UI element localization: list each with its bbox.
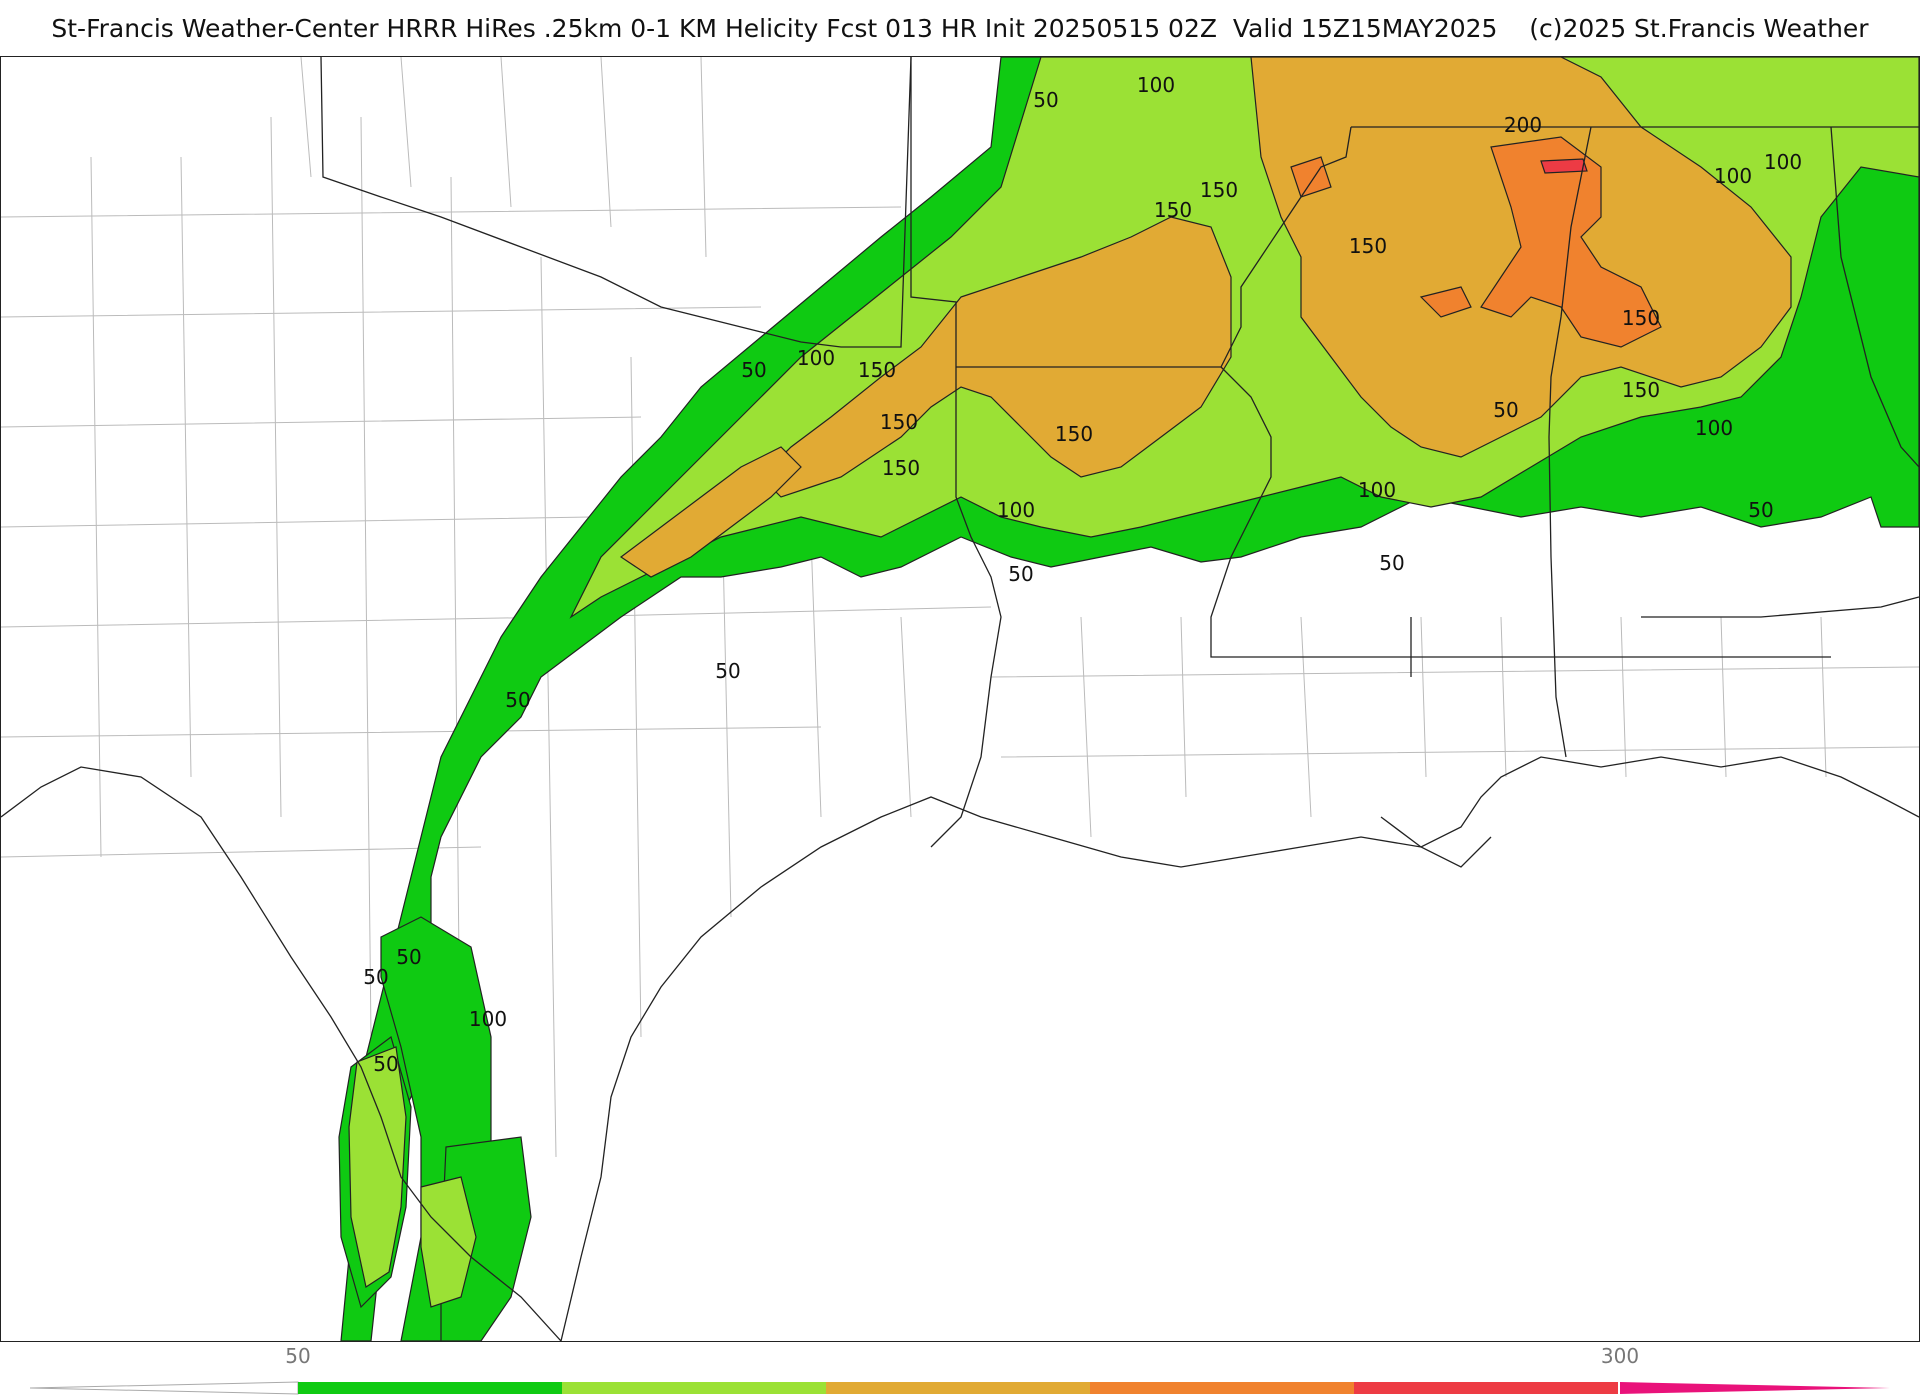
contour-label-50: 50 (1493, 398, 1518, 422)
helicity-contour-250 (1540, 158, 1588, 174)
state-boundaries (320, 57, 1919, 848)
contour-label-100: 100 (1358, 478, 1396, 502)
contour-label-100: 100 (1695, 416, 1733, 440)
contour-label-100: 100 (1764, 150, 1802, 174)
contour-label-150: 150 (1200, 178, 1238, 202)
colorbar-tick-300: 300 (1600, 1344, 1640, 1368)
contour-label-50: 50 (363, 965, 388, 989)
colorbar-swatch (826, 1382, 1090, 1394)
contour-label-150: 150 (1622, 378, 1660, 402)
helicity-contour-200 (1290, 136, 1662, 348)
contour-labels: 50 100 200 100 150 150 150 150 50 100 150 150 150 150… (363, 73, 1802, 1076)
contour-label-50: 50 (396, 945, 421, 969)
colorbar (29, 1381, 1890, 1395)
contour-label-100: 100 (1137, 73, 1175, 97)
contour-label-100: 100 (997, 498, 1035, 522)
colorbar-swatch (1354, 1382, 1618, 1394)
helicity-map: 50 100 200 100 150 150 150 150 50 100 150 150 150 150… (1, 57, 1919, 1341)
contour-label-150: 150 (1622, 306, 1660, 330)
county-boundaries (1, 57, 1919, 1158)
colorbar-swatch (562, 1382, 826, 1394)
contour-label-50: 50 (1748, 498, 1773, 522)
colorbar-low-extend (29, 1381, 299, 1395)
contour-label-100: 100 (1714, 164, 1752, 188)
colorbar-high-extend (1620, 1382, 1890, 1394)
map-area[interactable]: 50 100 200 100 150 150 150 150 50 100 150 150 150 150… (0, 56, 1920, 1342)
contour-label-50: 50 (505, 688, 530, 712)
contour-label-50: 50 (1379, 551, 1404, 575)
map-title: St-Francis Weather-Center HRRR HiRes .25… (51, 13, 1869, 43)
colorbar-swatch (1090, 1382, 1354, 1394)
contour-label-100: 100 (469, 1007, 507, 1031)
contour-label-50: 50 (715, 659, 740, 683)
contour-label-50: 50 (373, 1052, 398, 1076)
contour-label-200: 200 (1504, 113, 1542, 137)
colorbar-tick-50: 50 (285, 1344, 311, 1368)
contour-label-150: 150 (1349, 234, 1387, 258)
contour-label-50: 50 (1008, 562, 1033, 586)
contour-label-150: 150 (1055, 422, 1093, 446)
contour-label-150: 150 (880, 410, 918, 434)
colorbar-labels: 50 300 (0, 1344, 1920, 1368)
contour-label-150: 150 (858, 358, 896, 382)
contour-label-100: 100 (797, 346, 835, 370)
contour-label-150: 150 (882, 456, 920, 480)
contour-label-150: 150 (1154, 198, 1192, 222)
colorbar-swatch (298, 1382, 562, 1394)
contour-label-50: 50 (1033, 88, 1058, 112)
gulf-coastline (1, 756, 1919, 1341)
contour-label-50: 50 (741, 358, 766, 382)
